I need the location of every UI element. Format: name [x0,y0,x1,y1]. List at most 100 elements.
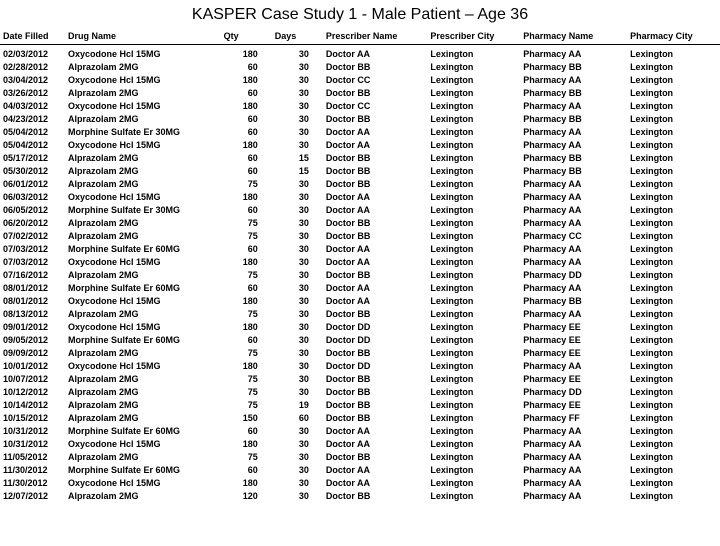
cell-days: 30 [272,425,323,438]
cell-qty: 180 [221,438,272,451]
cell-pharmacy: Pharmacy AA [520,490,627,503]
cell-prescriber: Doctor AA [323,295,428,308]
cell-drug: Oxycodone Hcl 15MG [65,139,221,152]
cell-pharmacy-city: Lexington [627,100,720,113]
cell-drug: Alprazolam 2MG [65,113,221,126]
cell-qty: 180 [221,191,272,204]
cell-prescriber: Doctor AA [323,282,428,295]
cell-days: 30 [272,451,323,464]
table-row: 10/12/2012Alprazolam 2MG7530Doctor BBLex… [0,386,720,399]
cell-prescriber-city: Lexington [427,477,520,490]
table-row: 12/07/2012Alprazolam 2MG12030Doctor BBLe… [0,490,720,503]
cell-days: 30 [272,386,323,399]
cell-days: 30 [272,100,323,113]
cell-pharmacy: Pharmacy EE [520,347,627,360]
cell-prescriber-city: Lexington [427,334,520,347]
cell-drug: Morphine Sulfate Er 30MG [65,204,221,217]
table-row: 05/04/2012Oxycodone Hcl 15MG18030Doctor … [0,139,720,152]
cell-pharmacy-city: Lexington [627,204,720,217]
cell-date: 03/26/2012 [0,87,65,100]
cell-drug: Oxycodone Hcl 15MG [65,295,221,308]
cell-days: 30 [272,178,323,191]
cell-pharmacy: Pharmacy AA [520,100,627,113]
table-row: 06/03/2012Oxycodone Hcl 15MG18030Doctor … [0,191,720,204]
cell-pharmacy: Pharmacy EE [520,321,627,334]
cell-prescriber: Doctor BB [323,87,428,100]
table-row: 08/01/2012Morphine Sulfate Er 60MG6030Do… [0,282,720,295]
cell-drug: Oxycodone Hcl 15MG [65,360,221,373]
cell-days: 30 [272,74,323,87]
cell-pharmacy-city: Lexington [627,334,720,347]
cell-pharmacy-city: Lexington [627,152,720,165]
cell-qty: 180 [221,139,272,152]
table-row: 07/02/2012Alprazolam 2MG7530Doctor BBLex… [0,230,720,243]
cell-pharmacy-city: Lexington [627,165,720,178]
cell-prescriber-city: Lexington [427,61,520,74]
cell-pharmacy: Pharmacy AA [520,451,627,464]
table-row: 07/16/2012Alprazolam 2MG7530Doctor BBLex… [0,269,720,282]
cell-date: 03/04/2012 [0,74,65,87]
cell-pharmacy: Pharmacy FF [520,412,627,425]
cell-date: 10/12/2012 [0,386,65,399]
table-row: 07/03/2012Oxycodone Hcl 15MG18030Doctor … [0,256,720,269]
cell-pharmacy-city: Lexington [627,269,720,282]
cell-prescriber: Doctor BB [323,152,428,165]
cell-date: 04/03/2012 [0,100,65,113]
cell-drug: Oxycodone Hcl 15MG [65,191,221,204]
cell-prescriber-city: Lexington [427,490,520,503]
cell-drug: Oxycodone Hcl 15MG [65,100,221,113]
cell-prescriber: Doctor DD [323,360,428,373]
cell-pharmacy-city: Lexington [627,295,720,308]
cell-pharmacy-city: Lexington [627,191,720,204]
cell-days: 30 [272,139,323,152]
cell-days: 15 [272,165,323,178]
cell-prescriber: Doctor BB [323,61,428,74]
cell-drug: Morphine Sulfate Er 60MG [65,425,221,438]
cell-date: 06/01/2012 [0,178,65,191]
cell-prescriber: Doctor AA [323,191,428,204]
cell-days: 30 [272,191,323,204]
cell-pharmacy-city: Lexington [627,412,720,425]
cell-drug: Morphine Sulfate Er 60MG [65,334,221,347]
cell-drug: Oxycodone Hcl 15MG [65,45,221,61]
cell-prescriber-city: Lexington [427,321,520,334]
cell-pharmacy-city: Lexington [627,113,720,126]
cell-days: 30 [272,490,323,503]
cell-pharmacy-city: Lexington [627,308,720,321]
cell-drug: Alprazolam 2MG [65,152,221,165]
table-row: 10/07/2012Alprazolam 2MG7530Doctor BBLex… [0,373,720,386]
cell-pharmacy: Pharmacy AA [520,45,627,61]
cell-date: 10/07/2012 [0,373,65,386]
table-row: 06/20/2012Alprazolam 2MG7530Doctor BBLex… [0,217,720,230]
cell-days: 30 [272,217,323,230]
cell-days: 30 [272,282,323,295]
cell-date: 10/31/2012 [0,438,65,451]
cell-date: 02/03/2012 [0,45,65,61]
cell-qty: 150 [221,412,272,425]
cell-days: 30 [272,373,323,386]
cell-prescriber-city: Lexington [427,373,520,386]
table-row: 11/05/2012Alprazolam 2MG7530Doctor BBLex… [0,451,720,464]
cell-pharmacy: Pharmacy AA [520,282,627,295]
cell-pharmacy: Pharmacy BB [520,295,627,308]
page-title: KASPER Case Study 1 - Male Patient – Age… [0,6,720,24]
cell-prescriber-city: Lexington [427,178,520,191]
cell-prescriber: Doctor AA [323,438,428,451]
cell-pharmacy: Pharmacy BB [520,165,627,178]
cell-drug: Oxycodone Hcl 15MG [65,321,221,334]
cell-qty: 60 [221,165,272,178]
cell-date: 10/14/2012 [0,399,65,412]
table-row: 04/23/2012Alprazolam 2MG6030Doctor BBLex… [0,113,720,126]
cell-pharmacy-city: Lexington [627,399,720,412]
prescription-table: Date Filled Drug Name Qty Days Prescribe… [0,28,720,503]
cell-prescriber-city: Lexington [427,126,520,139]
cell-prescriber: Doctor AA [323,126,428,139]
cell-pharmacy: Pharmacy CC [520,230,627,243]
cell-pharmacy-city: Lexington [627,45,720,61]
col-date-filled: Date Filled [0,28,65,45]
cell-pharmacy: Pharmacy AA [520,126,627,139]
cell-qty: 75 [221,347,272,360]
table-row: 09/05/2012Morphine Sulfate Er 60MG6030Do… [0,334,720,347]
cell-prescriber: Doctor BB [323,373,428,386]
cell-prescriber: Doctor BB [323,217,428,230]
